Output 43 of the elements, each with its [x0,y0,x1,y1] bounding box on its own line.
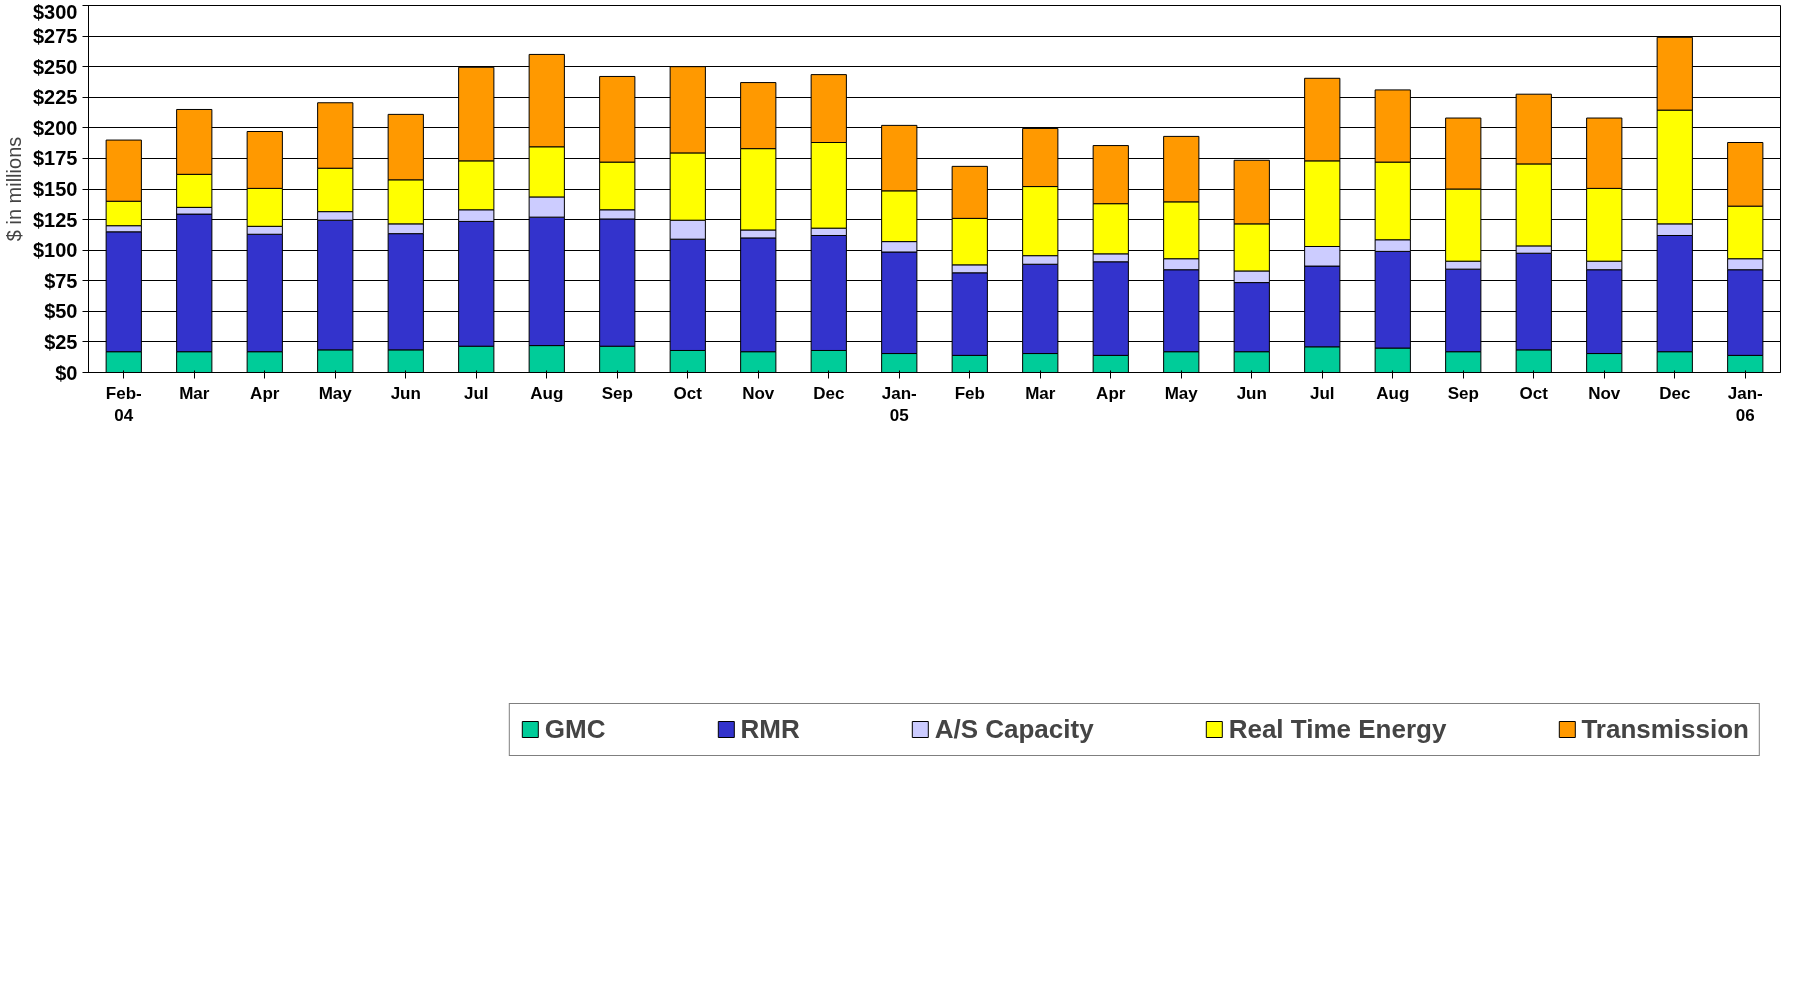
y-tick-label: $175 [33,147,78,170]
x-tick-label: Dec [1659,383,1691,403]
x-tick-label: Jun [390,383,421,403]
x-tick-label: Mar [179,383,210,403]
x-tick-label: Feb- 04 [105,383,142,426]
y-axis-title: $ in millions [3,136,26,242]
y-tick-label: $25 [44,330,78,353]
x-tick-label: Jul [463,383,489,403]
legend-label: GMC [544,713,606,745]
x-tick-label: Jan- 06 [1727,383,1763,426]
y-tick-label: $0 [55,361,78,384]
x-tick-label: Mar [1025,383,1056,403]
x-tick-label: May [318,383,353,403]
x-tick-label: Feb [954,383,985,403]
x-tick-label: May [1164,383,1199,403]
x-tick-label: Dec [813,383,845,403]
legend-label: A/S Capacity [934,713,1094,745]
y-tick-label: $275 [33,25,78,48]
y-tick-label: $200 [33,116,78,139]
x-tick-label: Nov [1588,383,1621,403]
x-tick-label: Oct [673,383,703,403]
legend-label: Transmission [1581,713,1749,745]
x-tick-label: Oct [1519,383,1549,403]
x-tick-label: Apr [250,383,280,403]
y-tick-label: $150 [33,178,78,200]
x-tick-label: Aug [1376,383,1410,403]
y-tick-label: $75 [44,269,78,292]
legend-label: RMR [740,713,800,745]
y-tick-label: $225 [33,86,78,109]
x-tick-label: Aug [530,383,564,403]
x-tick-label: Jun [1236,383,1267,403]
x-tick-label: Sep [1447,383,1479,403]
x-tick-label: Nov [742,383,775,403]
legend-label: Real Time Energy [1228,713,1447,745]
x-tick-label: Jul [1309,383,1335,403]
y-tick-label: $125 [33,208,78,231]
y-tick-label: $300 [33,0,78,23]
y-tick-label: $250 [33,55,78,78]
x-tick-label: Jan- 05 [881,383,917,426]
y-tick-label: $50 [44,300,78,323]
x-tick-label: Sep [601,383,633,403]
x-tick-label: Apr [1096,383,1126,403]
y-tick-label: $100 [33,239,78,262]
